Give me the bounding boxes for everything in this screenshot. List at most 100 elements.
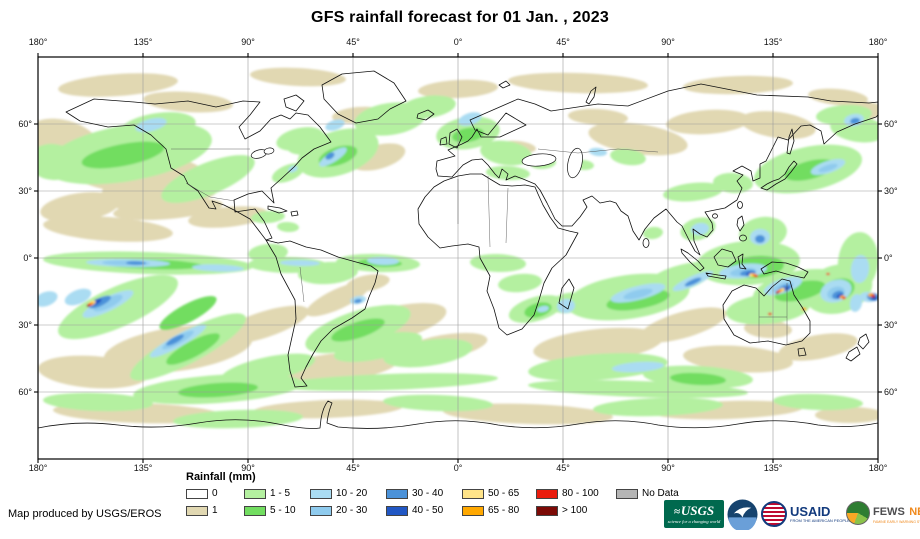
coastline-australia — [722, 278, 811, 346]
rain-cell — [826, 272, 830, 276]
legend-label: 5 - 10 — [270, 505, 296, 516]
rain-cell — [872, 296, 876, 298]
rain-cell — [325, 152, 335, 160]
noaa-sea — [728, 517, 757, 530]
rainfall-legend: 0 1 - 5 10 - 20 30 - 40 50 - 65 80 - 100 No Da… — [186, 485, 700, 519]
longitude-label-bottom: 135° — [763, 463, 783, 473]
latitude-label-right: 30° — [884, 186, 898, 196]
rain-cell — [443, 403, 613, 425]
rain-cell — [86, 305, 90, 307]
legend-label: 1 — [212, 505, 218, 516]
coastline-cuba — [267, 205, 288, 214]
legend-swatch — [616, 488, 638, 499]
coastline-japan — [760, 160, 798, 191]
coastline-layer — [38, 70, 878, 459]
usaid-tagline: FROM THE AMERICAN PEOPLE — [790, 518, 850, 523]
rain-cell — [331, 318, 385, 342]
credit-text: Map produced by USGS/EROS — [8, 508, 162, 520]
rain-cell — [126, 260, 146, 266]
longitude-label-bottom: 0° — [453, 463, 463, 473]
legend-item: 10 - 20 — [310, 485, 386, 502]
noaa-logo — [727, 499, 758, 530]
rain-cell — [808, 88, 868, 106]
legend-swatch — [186, 505, 208, 516]
rain-cell — [93, 294, 123, 312]
coastline-svalbard — [498, 80, 511, 89]
rain-cell — [159, 296, 217, 330]
rain-cell — [354, 298, 362, 304]
rain-cell — [612, 361, 664, 373]
rain-cell — [713, 172, 753, 194]
legend-label: 10 - 20 — [336, 488, 368, 499]
coastline-iceland — [416, 109, 435, 121]
longitude-label-top: 135° — [133, 37, 153, 47]
rain-cell — [173, 409, 303, 429]
rain-cell — [498, 273, 542, 293]
longitude-label-top: 180° — [868, 37, 888, 47]
rain-cell — [775, 292, 779, 294]
rain-cell — [589, 147, 607, 157]
rain-cell — [298, 261, 358, 285]
latitude-label-right: 60° — [884, 387, 898, 397]
rain-cell — [849, 294, 863, 312]
usaid-logo: USAID FROM THE AMERICAN PEOPLE — [761, 501, 850, 527]
longitude-label-top: 45° — [556, 37, 570, 47]
fewsnet-logo: FEWS NET FAMINE EARLY WARNING SYSTEMS NE… — [846, 501, 920, 525]
rain-cell — [643, 226, 663, 240]
rain-cell — [818, 163, 838, 173]
rain-cell — [666, 109, 750, 135]
rain-cell — [480, 140, 532, 166]
legend-swatch — [536, 505, 558, 516]
longitude-label-bottom: 90° — [241, 463, 255, 473]
legend-swatch — [462, 505, 484, 516]
rain-cell — [623, 288, 653, 300]
rain-cell — [166, 334, 184, 346]
coastline-new-zealand-south — [845, 346, 861, 362]
coastline-ireland — [439, 136, 448, 146]
fewsnet-wordmark-accent: NET — [909, 505, 920, 518]
coastline-mindanao — [739, 234, 747, 242]
legend-label: 1 - 5 — [270, 488, 291, 499]
rain-cell — [754, 274, 758, 278]
latitude-label-right: 60° — [884, 119, 898, 129]
legend-label: No Data — [642, 488, 679, 499]
rain-cell — [64, 288, 92, 306]
rain-cell — [663, 182, 723, 202]
rain-cell — [755, 235, 765, 243]
great-lakes-east — [263, 147, 275, 155]
rain-cell — [38, 355, 148, 389]
coastline-africa — [417, 173, 579, 336]
rain-cell — [383, 394, 493, 412]
longitude-label-bottom: 180° — [868, 463, 888, 473]
usgs-tagline: science for a changing world — [667, 518, 721, 524]
rain-cell — [178, 382, 258, 398]
fewsnet-tagline: FAMINE EARLY WARNING SYSTEMS NETWORK — [873, 519, 920, 524]
longitude-label-top: 135° — [763, 37, 783, 47]
legend-swatch — [244, 488, 266, 499]
noaa-bird-icon — [733, 507, 752, 518]
rain-cell — [81, 141, 165, 169]
coastline-british-isles — [448, 128, 463, 149]
coastline-sakhalin — [786, 128, 795, 155]
rain-cell — [251, 210, 285, 224]
coastline-new-zealand-north — [857, 333, 870, 350]
rain-cell — [691, 222, 709, 236]
coastline-eurasia — [435, 83, 878, 256]
rain-cell — [38, 143, 78, 181]
longitude-label-top: 45° — [346, 37, 360, 47]
rain-cell — [286, 131, 330, 155]
rain-cell — [740, 111, 816, 139]
coastline-new-guinea — [760, 261, 809, 279]
legend-item: 50 - 65 — [462, 485, 536, 502]
legend-swatch — [536, 488, 558, 499]
legend-label: 50 - 65 — [488, 488, 520, 499]
latitude-label-left: 0° — [23, 253, 32, 263]
legend-item: No Data — [616, 485, 700, 502]
longitude-label-top: 180° — [28, 37, 48, 47]
legend-item: 40 - 50 — [386, 502, 462, 519]
longitude-label-bottom: 135° — [133, 463, 153, 473]
longitude-label-top: 90° — [661, 37, 675, 47]
usaid-seal-icon — [761, 501, 787, 527]
longitude-label-bottom: 45° — [346, 463, 360, 473]
coastline-java — [705, 272, 727, 280]
